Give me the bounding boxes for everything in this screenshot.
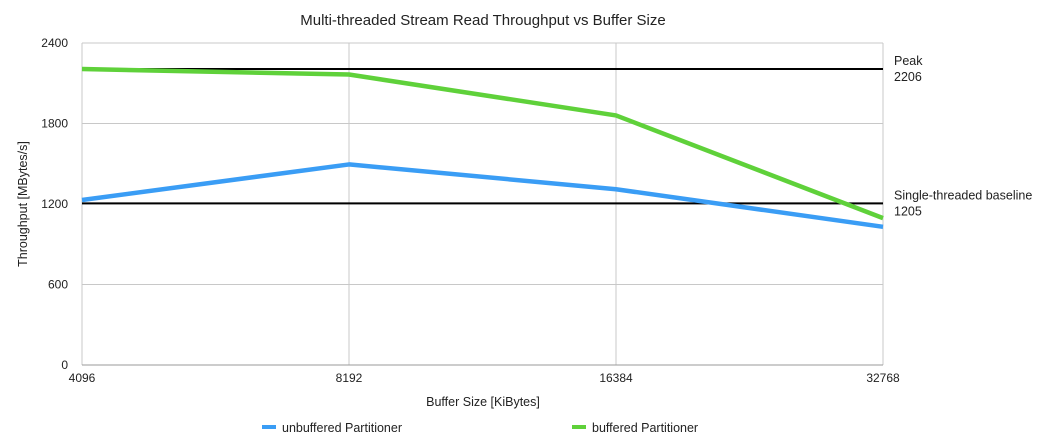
- legend-label: unbuffered Partitioner: [282, 421, 402, 435]
- axes: 0 600 1200 1800 2400 4096 8192 16384 32768: [41, 36, 900, 385]
- x-tick-label: 8192: [336, 371, 363, 385]
- chart-title: Multi-threaded Stream Read Throughput vs…: [300, 12, 665, 29]
- series-lines: [81, 66, 884, 230]
- legend: unbuffered Partitioner buffered Partition…: [262, 421, 698, 435]
- y-tick-label: 1800: [41, 117, 68, 131]
- x-tick-label: 4096: [69, 371, 96, 385]
- reference-line-label: Peak: [894, 54, 923, 68]
- y-tick-label: 1200: [41, 197, 68, 211]
- y-tick-label: 600: [48, 278, 68, 292]
- x-tick-label: 16384: [599, 371, 633, 385]
- series-line: [81, 162, 884, 230]
- x-axis-label: Buffer Size [KiBytes]: [426, 395, 540, 409]
- y-tick-label: 2400: [41, 36, 68, 50]
- y-tick-label: 0: [61, 358, 68, 372]
- reference-lines: Peak 2206 Single-threaded baseline 1205: [82, 54, 1032, 218]
- x-tick-label: 32768: [866, 371, 900, 385]
- series-line: [81, 66, 884, 221]
- legend-label: buffered Partitioner: [592, 421, 698, 435]
- reference-line-value: 1205: [894, 204, 922, 218]
- y-axis-label: Throughput [MBytes/s]: [16, 141, 30, 267]
- reference-line-value: 2206: [894, 70, 922, 84]
- reference-line-label: Single-threaded baseline: [894, 188, 1032, 202]
